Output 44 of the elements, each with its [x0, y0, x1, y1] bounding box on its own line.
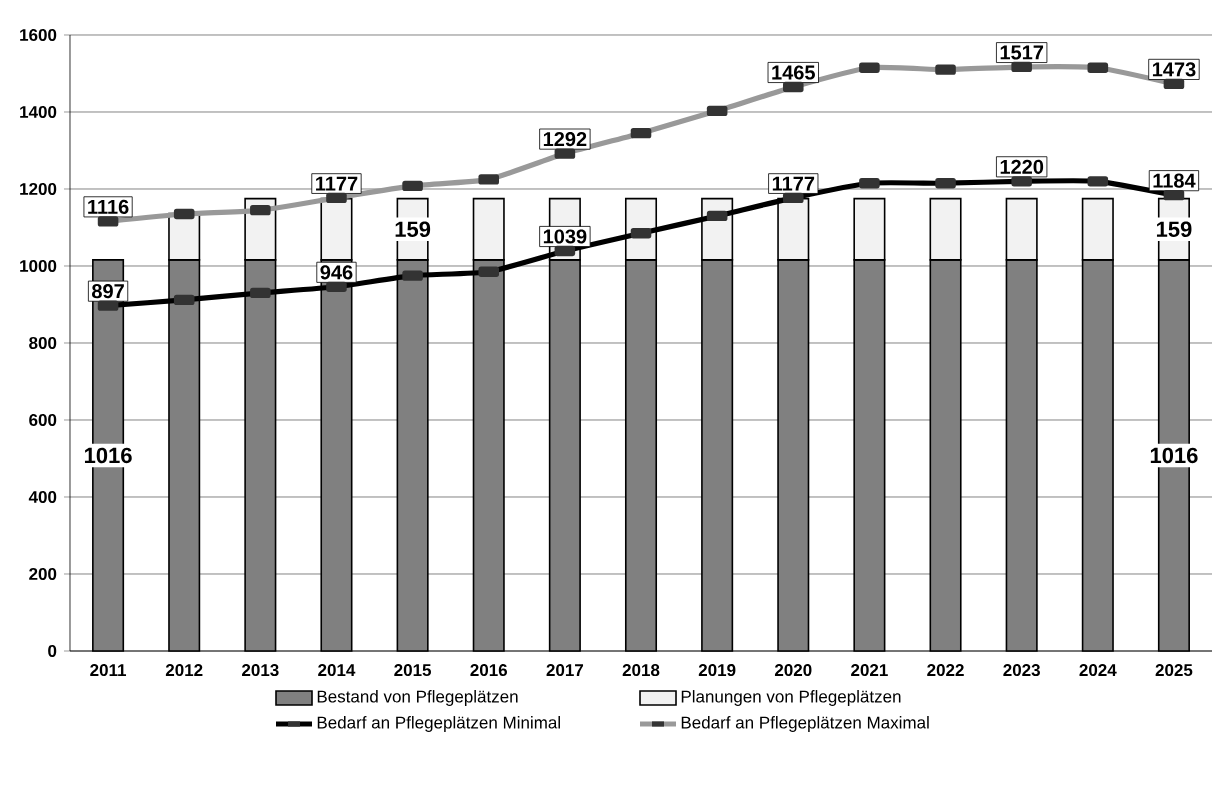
- x-tick-label: 2013: [242, 664, 279, 677]
- legend-label: Bestand von Pflegeplätzen: [317, 690, 518, 706]
- x-tick-label: 2016: [470, 664, 508, 677]
- x-tick-label: 2019: [698, 664, 736, 677]
- data-label: 1016: [84, 447, 132, 464]
- x-tick-label: 2023: [1003, 664, 1040, 677]
- data-label: 1473: [1152, 62, 1196, 77]
- data-label: 1292: [543, 132, 587, 147]
- data-label: 1016: [1150, 447, 1198, 464]
- x-tick-label: 2020: [774, 664, 812, 677]
- y-tick-label: 1200: [20, 182, 57, 196]
- data-label: 159: [1156, 221, 1192, 238]
- legend-label: Bedarf an Pflegeplätzen Maximal: [681, 716, 929, 732]
- x-tick-label: 2024: [1079, 664, 1117, 677]
- legend-label: Bedarf an Pflegeplätzen Minimal: [317, 716, 560, 732]
- x-tick-label: 2014: [318, 664, 356, 677]
- x-tick-label: 2022: [927, 664, 964, 677]
- x-tick-label: 2021: [851, 664, 888, 677]
- y-tick-label: 600: [29, 413, 57, 427]
- x-tick-label: 2015: [394, 664, 432, 677]
- data-label: 1220: [1000, 159, 1044, 174]
- x-tick-label: 2011: [90, 664, 127, 677]
- data-label: 1039: [543, 229, 587, 244]
- data-label: 1517: [1000, 45, 1044, 60]
- y-tick-label: 1400: [20, 105, 57, 118]
- x-tick-label: 2018: [622, 664, 660, 677]
- y-tick-label: 1600: [20, 28, 57, 42]
- x-tick-label: 2025: [1155, 664, 1193, 677]
- data-label: 1184: [1153, 173, 1196, 188]
- data-label: 159: [395, 221, 431, 238]
- data-label: 946: [320, 265, 353, 280]
- data-label: 1116: [88, 199, 129, 214]
- y-tick-label: 400: [28, 490, 57, 504]
- data-label: 1465: [772, 65, 815, 80]
- y-tick-label: 1000: [20, 259, 57, 273]
- y-tick-label: 200: [29, 567, 57, 581]
- data-label: 897: [92, 284, 124, 299]
- y-tick-label: 0: [48, 644, 57, 658]
- data-label: 1177: [772, 176, 815, 191]
- y-tick-label: 800: [29, 336, 57, 350]
- x-tick-label: 2012: [165, 664, 203, 677]
- data-label: 1177: [316, 176, 358, 191]
- legend-label: Planungen von Pflegeplätzen: [681, 690, 901, 706]
- x-tick-label: 2017: [546, 664, 584, 677]
